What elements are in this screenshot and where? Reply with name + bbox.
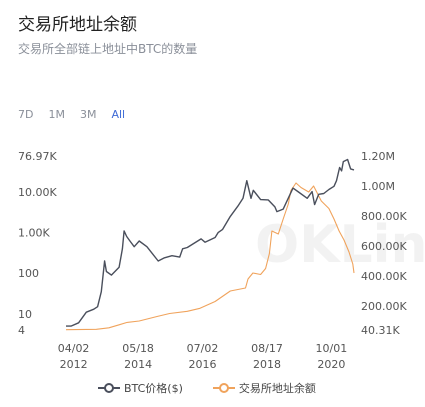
x-tick-year-label: 2014: [124, 358, 152, 371]
legend-item-exchange-balance[interactable]: 交易所地址余额: [212, 380, 316, 396]
legend-item-btc-price[interactable]: BTC价格($): [98, 380, 183, 396]
x-axis: 04/02 2012 05/18 2014 07/02 2016 08/17 2018 10/0…: [58, 342, 348, 371]
right-tick-label: 600.00K: [361, 240, 407, 253]
page-subtitle: 交易所全部链上地址中BTC的数量: [18, 42, 198, 56]
x-tick-year-label: 2020: [317, 358, 345, 371]
right-tick-label: 800.00K: [361, 210, 407, 223]
series-line-btc-price: [66, 158, 355, 327]
x-tick-label: 04/02: [58, 342, 90, 355]
right-tick-label: 40.31K: [361, 324, 400, 337]
left-tick-label: 100: [18, 267, 39, 280]
x-tick-label: 10/01: [316, 342, 348, 355]
range-7d-button[interactable]: 7D: [18, 108, 34, 121]
x-tick-year-label: 2012: [60, 358, 88, 371]
series-line-exchange-balance: [65, 182, 355, 331]
range-all-button[interactable]: All: [111, 108, 126, 121]
x-tick-label: 05/18: [122, 342, 154, 355]
page-title: 交易所地址余额: [18, 15, 137, 35]
left-tick-label: 1.00K: [18, 227, 50, 240]
right-tick-label: 1.00M: [361, 180, 395, 193]
left-axis: 76.97K 10.00K 1.00K 100 10 4: [18, 150, 57, 337]
x-tick-label: 07/02: [187, 342, 219, 355]
legend-swatch-btc-price: [98, 383, 120, 393]
left-tick-label: 10: [18, 308, 32, 321]
left-tick-label: 10.00K: [18, 186, 57, 199]
x-tick-label: 08/17: [251, 342, 283, 355]
range-1m-button[interactable]: 1M: [48, 108, 65, 121]
range-selector: 7D 1M 3M All: [18, 108, 140, 121]
legend: BTC价格($) 交易所地址余额: [98, 380, 346, 396]
legend-label-exchange-balance: 交易所地址余额: [238, 382, 316, 395]
left-tick-label: 76.97K: [18, 150, 57, 163]
x-tick-year-label: 2018: [253, 358, 281, 371]
legend-label-btc-price: BTC价格($): [124, 382, 183, 395]
series-layer: [65, 158, 355, 331]
range-3m-button[interactable]: 3M: [79, 108, 97, 121]
right-tick-label: 1.20M: [361, 150, 395, 163]
watermark: OKLin: [255, 215, 425, 275]
left-tick-label: 4: [18, 324, 25, 337]
right-tick-label: 400.00K: [361, 270, 407, 283]
legend-swatch-exchange-balance: [212, 383, 235, 393]
right-tick-label: 200.00K: [361, 300, 407, 313]
x-tick-year-label: 2016: [189, 358, 217, 371]
right-axis: 1.20M 1.00M 800.00K 600.00K 400.00K 200.00K 40…: [361, 150, 407, 337]
